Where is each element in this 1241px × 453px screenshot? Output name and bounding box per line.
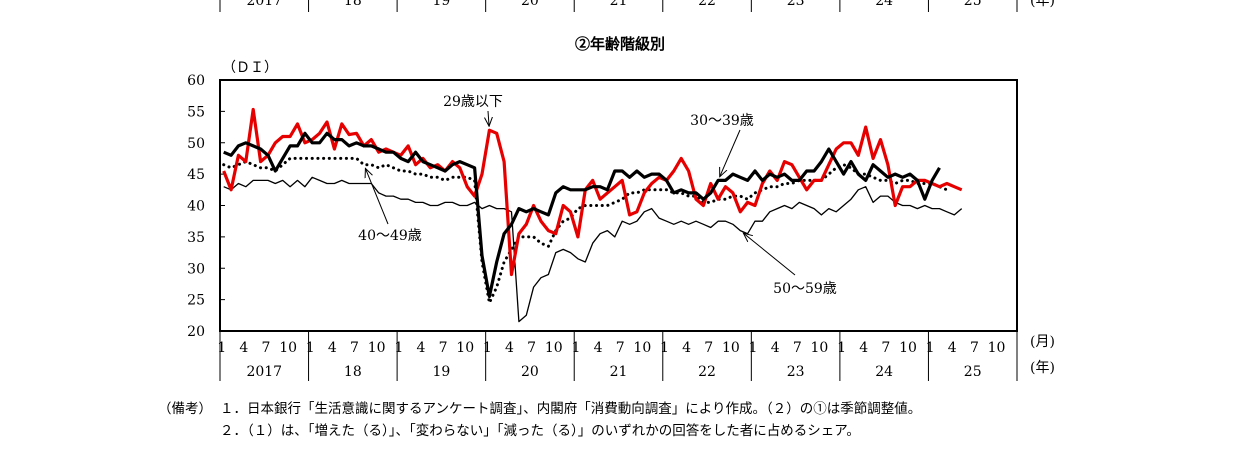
- top-year-label: 19: [432, 0, 450, 9]
- notes-label: （備考）: [158, 401, 212, 417]
- month-tick-label: 4: [594, 340, 603, 356]
- month-tick-label: 1: [660, 340, 669, 356]
- month-tick-label: 7: [439, 340, 448, 356]
- chart-title: ②年齢階級別: [575, 35, 665, 53]
- month-tick-label: 1: [394, 340, 403, 356]
- top-year-strip: 2017 18 19 20 21 22 23 24 25 (年): [219, 0, 1055, 12]
- year-label: 21: [610, 364, 628, 380]
- month-tick-label: 10: [633, 340, 651, 356]
- month-tick-label: 4: [328, 340, 337, 356]
- year-label: 2017: [246, 364, 282, 380]
- top-year-label: 22: [698, 0, 716, 9]
- month-tick-label: 1: [306, 340, 315, 356]
- month-tick-label: 1: [749, 340, 758, 356]
- month-tick-label: 10: [279, 340, 297, 356]
- month-tick-label: 7: [793, 340, 802, 356]
- series-line-30〜39歳: [223, 131, 941, 299]
- month-tick-label: 1: [926, 340, 935, 356]
- y-axis: 20 25 30 35 40 45 50 55 60: [187, 73, 225, 340]
- year-label: 25: [964, 364, 982, 380]
- top-year-label: 2017: [246, 0, 282, 9]
- month-tick-label: 10: [545, 340, 563, 356]
- x-unit-year: (年): [1030, 360, 1055, 376]
- series-line-40〜49歳: [222, 156, 949, 305]
- month-tick-label: 7: [704, 340, 713, 356]
- y-axis-label: （ＤＩ）: [222, 60, 278, 76]
- series-line-50〜59歳: [223, 176, 963, 323]
- top-year-label: 23: [787, 0, 805, 9]
- note-line-1: １．日本銀行「生活意識に関するアンケート調査」、内閣府「消費動向調査」により作成…: [220, 401, 922, 417]
- y-tick-label: 45: [187, 167, 205, 183]
- y-tick-label: 30: [187, 261, 205, 277]
- month-tick-label: 4: [771, 340, 780, 356]
- month-tick-label: 1: [837, 340, 846, 356]
- annotation-label: 30〜39歳: [690, 113, 754, 129]
- top-year-label: 21: [610, 0, 628, 9]
- month-tick-label: 4: [948, 340, 957, 356]
- y-tick-label: 35: [187, 230, 205, 246]
- month-tick-label: 7: [881, 340, 890, 356]
- year-label: 18: [344, 364, 362, 380]
- plot-frame: [219, 79, 1018, 332]
- month-tick-label: 10: [811, 340, 829, 356]
- year-label: 20: [521, 364, 539, 380]
- y-tick-label: 55: [187, 104, 205, 120]
- annotation-arrow: [488, 110, 489, 126]
- month-tick-label: 1: [483, 340, 492, 356]
- line-chart: 2017 18 19 20 21 22 23 24 25 (年) ②年齢階級別 （ＤＩ） 2025…: [187, 0, 1055, 381]
- month-tick-label: 10: [456, 340, 474, 356]
- month-tick-label: 1: [571, 340, 580, 356]
- month-tick-label: 10: [988, 340, 1006, 356]
- annotation-label: 50〜59歳: [773, 281, 837, 297]
- month-tick-label: 4: [682, 340, 691, 356]
- y-tick-label: 50: [187, 136, 205, 152]
- month-tick-label: 4: [239, 340, 248, 356]
- year-label: 24: [875, 364, 893, 380]
- top-year-label: 25: [964, 0, 982, 9]
- annotation-arrow: [743, 233, 796, 276]
- annotation-label: 40〜49歳: [358, 228, 422, 244]
- year-label: 19: [432, 364, 450, 380]
- top-year-label: 24: [875, 0, 893, 9]
- x-unit-month: (月): [1030, 334, 1055, 350]
- y-tick-label: 60: [187, 73, 205, 89]
- month-tick-label: 7: [527, 340, 536, 356]
- annotation-label: 29歳以下: [443, 94, 503, 110]
- top-year-label: 20: [521, 0, 539, 9]
- annotations: 29歳以下 30〜39歳 40〜49歳 50〜59歳: [358, 94, 837, 297]
- series-line-29歳以下: [222, 107, 963, 277]
- month-tick-label: 7: [262, 340, 271, 356]
- year-label: 22: [698, 364, 716, 380]
- month-tick-label: 10: [899, 340, 917, 356]
- year-label: 23: [787, 364, 805, 380]
- month-tick-label: 10: [722, 340, 740, 356]
- month-tick-label: 7: [616, 340, 625, 356]
- month-tick-label: 1: [217, 340, 226, 356]
- note-line-2: ２．（１）は、「増えた（る）」、「変わらない」「減った（る）」のいずれかの回答を…: [220, 423, 860, 439]
- month-tick-label: 4: [505, 340, 514, 356]
- y-tick-label: 25: [187, 293, 205, 309]
- y-tick-label: 40: [187, 199, 205, 215]
- annotation-arrow: [365, 168, 389, 225]
- month-tick-label: 7: [350, 340, 359, 356]
- month-tick-label: 4: [416, 340, 425, 356]
- top-year-unit: (年): [1030, 0, 1055, 9]
- annotation-arrow: [720, 129, 741, 177]
- notes: （備考） １．日本銀行「生活意識に関するアンケート調査」、内閣府「消費動向調査」に…: [158, 398, 921, 442]
- top-year-label: 18: [344, 0, 362, 9]
- y-tick-label: 20: [187, 324, 205, 340]
- month-tick-label: 7: [970, 340, 979, 356]
- month-tick-label: 4: [859, 340, 868, 356]
- series-lines: [222, 107, 963, 323]
- month-tick-label: 10: [368, 340, 386, 356]
